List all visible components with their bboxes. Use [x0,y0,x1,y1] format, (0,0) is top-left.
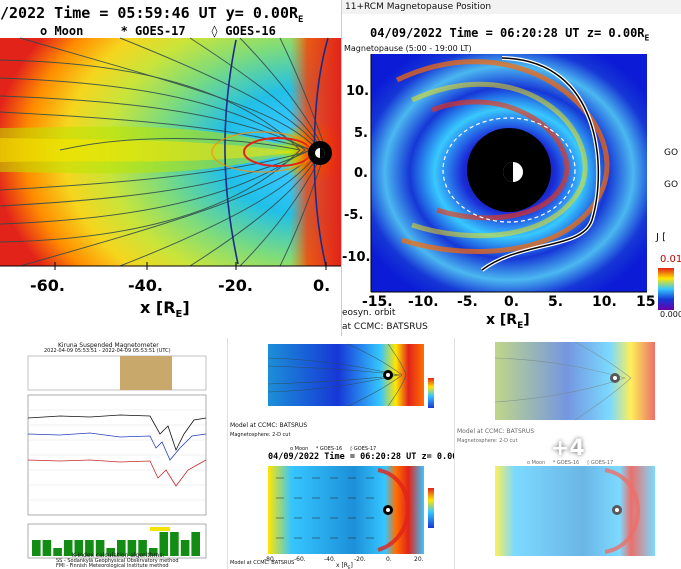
legend-moon: o Moon [290,446,309,452]
legend-moon: o Moon [40,24,84,38]
colorbar-min: 0.000 [660,310,681,319]
thumbnail-magnetosphere-cuts[interactable]: Model at CCMC: BATSRUS Magnetosphere: 2-… [227,338,455,569]
colorbar-label: J [ [656,232,667,243]
magnetometer-title: Kiruna Suspended Magnetometer [58,342,159,349]
plot-two-cuts-faded [494,341,655,556]
kindex-heading: K-index calculation algorithms: [72,552,165,559]
plot-subtitle: Magnetopause (5:00 - 19:00 LT) [344,44,472,53]
orbit-note: eosyn. orbit [342,308,396,318]
thumbnail-magnetopause-position[interactable]: 11+RCM Magnetopause Position 04/09/2022 … [341,0,681,336]
kp-bar [127,540,137,556]
kp-bar [117,540,126,556]
x-tick-label: -60. [30,276,65,295]
more-images-overlay[interactable] [455,338,681,569]
model-credit: at CCMC: BATSRUS [342,322,428,332]
kp-bar [170,532,179,556]
x-tick-label: -40. [324,556,336,563]
legend-goes16: ◊ GOES-16 [210,24,276,38]
x-tick-label: -20. [218,276,253,295]
x-tick-label: -60. [294,556,306,563]
legend-goes17: ◊ GOES-17 [586,460,614,466]
colorbar-max: 0.012 [660,254,681,265]
legend-goes17: ◊ GOES-17 [349,446,377,452]
plot-two-cuts [267,343,434,554]
kp-bar-highlight [150,527,170,531]
legend-goes17: * GOES-17 [120,24,186,38]
thumbnail-kiruna-magnetometer[interactable]: Kiruna Suspended Magnetometer 2022-04-09… [0,338,227,569]
kindex-method-fmi: FMI - Finnish Meteorological Institute m… [56,563,169,569]
kp-bar [148,548,158,556]
model-cut-note: Magnetosphere: 2-D cut [457,438,518,444]
x-tick-label: 5. [548,294,564,310]
plot-title: /2022 Time = 05:59:46 UT y= 0.00RE [0,4,304,25]
kp-bar [53,548,62,556]
thumbnail-magnetosphere-y-cut[interactable]: /2022 Time = 05:59:46 UT y= 0.00RE o Moo… [0,0,341,336]
x-axis-label: x [RE] [140,298,190,321]
y-tick-label: -10. [342,250,371,265]
model-cut-note: Magnetosphere: 2-D cut [230,432,291,438]
model-credit-bottom: Model at CCMC: BATSRUS [230,560,295,566]
legend-moon: o Moon [527,460,546,466]
x-tick-label: 0. [386,556,392,563]
plot-title: 04/09/2022 Time = 06:20:28 UT z= 0.00RE [370,26,650,43]
x-tick-label: -20. [354,556,366,563]
kindex-method-ss: SS - Sodankylä Geophysical Observatory m… [56,558,179,564]
x-tick-label: 10. [592,294,617,310]
kp-bar [106,548,115,556]
magnetometer-date-range: 2022-04-09 05:53:51 - 2022-04-09 05:53:5… [44,348,171,354]
x-tick-label: -10. [408,294,439,310]
y-tick-label: -5. [344,208,364,223]
x-tick-label: 15 [636,294,656,310]
plot-title: 04/09/2022 Time = 06:20:28 UT z= 0.00RE [268,452,455,462]
legend-goes16: * GOES-16 [315,446,343,452]
legend-goes-a: GO [664,148,679,158]
kp-bar [85,540,94,556]
x-tick-label: 20. [414,556,424,563]
kp-bar [63,540,73,556]
y-tick-label: 0. [354,166,368,181]
x-tick-label: -15. [362,294,393,310]
x-tick-label: -5. [457,294,478,310]
legend-goes-b: GO [664,180,679,190]
plot-y-cut [0,37,341,270]
magnetometer-plot [27,355,207,559]
legend: o Moon * GOES-17 ◊ GOES-16 [40,24,276,38]
thumbnail-more-images[interactable]: Model at CCMC: BATSRUS Magnetosphere: 2-… [454,338,681,569]
kp-bar [191,532,200,556]
x-axis-label: x [RE] [336,562,353,569]
window-title: 11+RCM Magnetopause Position [345,2,492,12]
more-images-count[interactable]: +4 [551,436,585,461]
y-tick-label: 10. [346,84,370,99]
x-axis-label: x [RE] [486,312,530,331]
kp-bar [32,540,41,556]
kp-bar [159,532,169,556]
plot-magnetopause [342,0,681,310]
x-tick-label: 0. [313,276,331,295]
kp-bar [74,540,84,556]
x-tick-label: -80. [264,556,276,563]
kp-bar [95,540,105,556]
legend-goes16: * GOES-16 [552,460,580,466]
model-credit-top: Model at CCMC: BATSRUS [457,428,535,435]
x-tick-label: 0. [504,294,520,310]
kp-bar [180,540,190,556]
x-tick-label: -40. [128,276,163,295]
y-tick-label: 5. [354,126,368,141]
legend: o Moon * GOES-16 ◊ GOES-17 [290,446,376,452]
model-credit-top: Model at CCMC: BATSRUS [230,422,308,429]
legend: o Moon * GOES-16 ◊ GOES-17 [527,460,613,466]
kp-bar [42,540,52,556]
kp-bar [138,540,147,556]
